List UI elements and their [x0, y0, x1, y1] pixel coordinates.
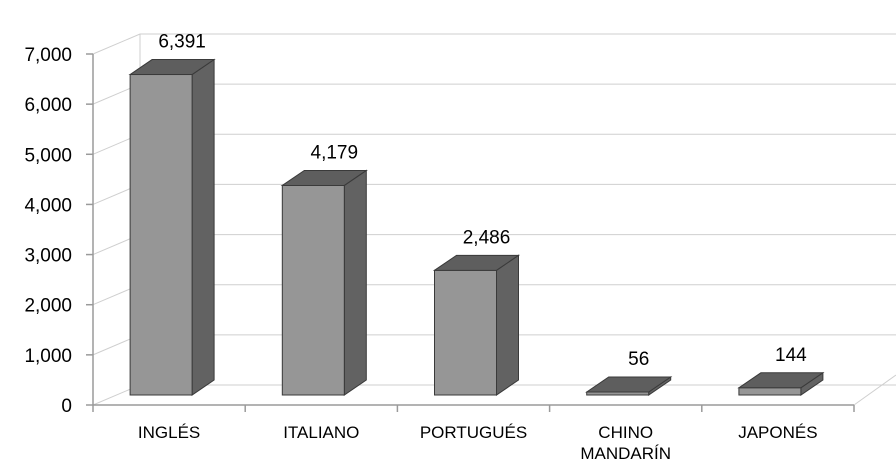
y-tick-label: 7,000 [24, 45, 72, 66]
gridline [92, 33, 896, 55]
category-labels: INGLÉS ITALIANO PORTUGUÉS CHINO MANDARÍN JAPO… [138, 423, 818, 463]
floor-right-edge [853, 374, 896, 406]
bars [128, 58, 825, 396]
bar [432, 254, 521, 396]
data-label: 6,391 [158, 32, 206, 53]
category-label: INGLÉS [138, 423, 200, 442]
y-tick-label: 5,000 [24, 145, 72, 166]
y-axis-tick-labels: 0 1,000 2,000 3,000 4,000 5,000 6,000 7,000 [24, 45, 72, 417]
bar-top [432, 254, 521, 271]
bar-front [434, 269, 497, 396]
y-tick-label: 0 [61, 396, 72, 417]
axes [86, 53, 855, 412]
bar-side [496, 254, 519, 396]
bar-front [129, 74, 193, 396]
bar-front [281, 184, 345, 396]
y-tick-label: 4,000 [24, 195, 72, 216]
category-label: CHINO MANDARÍN [580, 423, 671, 463]
data-label: 2,486 [463, 227, 511, 248]
data-label: 144 [775, 345, 807, 366]
y-tick-label: 2,000 [24, 296, 72, 317]
bar-front [738, 387, 802, 396]
y-tick-label: 1,000 [24, 346, 72, 367]
category-label: PORTUGUÉS [420, 423, 527, 442]
bar-top [128, 59, 216, 76]
bar [737, 371, 825, 396]
y-tick-label: 3,000 [24, 246, 72, 267]
bar-side [191, 58, 215, 396]
bar [128, 58, 216, 396]
bar-side [343, 169, 367, 396]
bar-top [280, 169, 368, 186]
data-labels: 6,391 4,179 2,486 56 144 [158, 32, 807, 370]
bar [280, 169, 368, 396]
bar-top [585, 376, 673, 393]
category-label: ITALIANO [283, 423, 359, 442]
y-tick-label: 6,000 [24, 95, 72, 116]
bar [585, 376, 673, 396]
data-label: 56 [628, 349, 649, 370]
data-label: 4,179 [311, 142, 359, 163]
bar-top [737, 372, 825, 389]
category-label: JAPONÉS [738, 423, 817, 442]
